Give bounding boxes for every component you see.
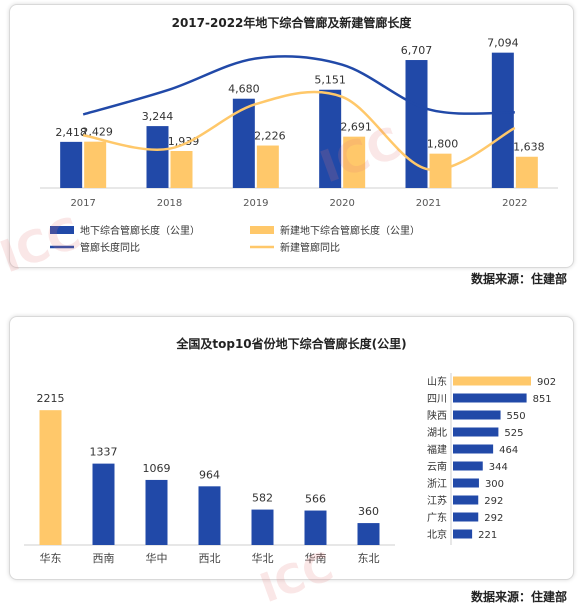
data-label: 1069 — [143, 462, 171, 475]
x-tick-label: 2021 — [416, 198, 441, 209]
top-chart-svg: 2,4182,42920173,2441,93920184,6802,22620… — [40, 37, 558, 254]
bottom-chart-title: 全国及top10省份地下综合管廊长度(公里) — [176, 337, 407, 351]
bar-length — [491, 52, 514, 188]
bar-new-length — [515, 156, 538, 188]
y-tick-label: 四川 — [427, 394, 447, 405]
bottom-chart-card: 全国及top10省份地下综合管廊长度(公里) 2215 华东 1337 西南 1069 华… — [9, 316, 574, 580]
bar-new-length — [256, 145, 279, 188]
x-tick-label: 2018 — [157, 198, 182, 209]
bar-province — [453, 376, 531, 386]
bar-province — [453, 393, 527, 403]
data-label: 6,707 — [401, 44, 433, 57]
line-length-yoy — [82, 55, 515, 116]
data-label: 2,691 — [340, 121, 372, 134]
data-label: 902 — [537, 377, 556, 388]
data-label: 360 — [358, 505, 379, 518]
bar-new-length — [84, 141, 107, 188]
data-label: 566 — [305, 493, 326, 506]
data-label: 964 — [199, 468, 220, 481]
data-label: 300 — [485, 479, 504, 490]
x-tick-label: 华东 — [40, 551, 62, 565]
bar-region — [251, 509, 274, 545]
data-label: 1337 — [90, 446, 118, 459]
data-label: 851 — [533, 394, 552, 405]
bar-length — [405, 60, 428, 188]
y-tick-label: 浙江 — [427, 478, 447, 490]
data-label: 7,094 — [487, 37, 519, 50]
bar-province — [453, 410, 501, 420]
y-tick-label: 陕西 — [427, 409, 447, 422]
bar-province — [453, 444, 494, 454]
bar-new-length — [343, 136, 366, 188]
data-label: 1,638 — [513, 141, 545, 154]
x-tick-label: 西北 — [199, 552, 221, 565]
x-tick-label: 华北 — [252, 551, 274, 565]
legend-label: 新建地下综合管廊长度（公里） — [280, 224, 420, 237]
data-label: 582 — [252, 492, 273, 505]
x-tick-label: 华中 — [146, 551, 168, 565]
y-tick-label: 广东 — [427, 511, 447, 524]
data-label: 344 — [489, 462, 508, 473]
bar-length — [60, 141, 83, 188]
top-chart-card: 2017-2022年地下综合管廊及新建管廊长度 2,418 2,429 2017 3,… — [9, 4, 574, 268]
data-label: 2,226 — [254, 130, 286, 143]
legend-label: 管廊长度同比 — [80, 241, 140, 254]
data-label: 464 — [499, 445, 518, 456]
bottom-chart-svg: 2215 华东 1337 西南 1069 华中 964 西北 582 华北 566 华南 360 东北 山东… — [24, 373, 556, 565]
bar-province — [453, 529, 473, 539]
bar-region — [304, 510, 327, 545]
data-label: 5,151 — [314, 74, 346, 87]
y-tick-label: 山东 — [427, 375, 447, 388]
bar-new-length — [170, 151, 193, 188]
line-new-yoy — [82, 90, 516, 172]
legend-swatch-length — [50, 226, 74, 234]
data-label: 2,418 — [55, 126, 87, 139]
x-tick-label: 2019 — [243, 198, 268, 209]
bar-length — [146, 126, 169, 188]
y-tick-label: 江苏 — [427, 494, 447, 507]
legend-label: 地下综合管廊长度（公里） — [80, 224, 200, 237]
bar-new-length — [429, 153, 452, 188]
data-label: 4,680 — [228, 83, 260, 96]
bar-province — [453, 461, 483, 471]
legend-label: 新建管廊同比 — [280, 241, 340, 254]
bar-length — [232, 98, 255, 188]
legend-swatch-new — [250, 226, 274, 234]
bar-length — [319, 89, 342, 188]
bar-province — [453, 478, 479, 488]
data-label: 550 — [507, 411, 526, 422]
y-tick-label: 福建 — [427, 443, 447, 456]
data-label: 1,800 — [427, 138, 459, 151]
bar-region — [198, 486, 221, 545]
data-label: 1,939 — [168, 135, 200, 148]
data-label: 292 — [484, 513, 503, 524]
data-label: 292 — [484, 496, 503, 507]
bar-region — [357, 523, 380, 545]
bar-region — [145, 479, 168, 545]
y-tick-label: 湖北 — [427, 427, 447, 439]
top-chart-title: 2017-2022年地下综合管廊及新建管廊长度 — [171, 16, 412, 30]
x-tick-label: 东北 — [358, 552, 380, 565]
bar-province — [453, 512, 479, 522]
x-tick-label: 2022 — [502, 198, 527, 209]
data-label: 2215 — [37, 392, 65, 405]
data-label: 221 — [478, 530, 497, 541]
data-label: 525 — [504, 428, 523, 439]
data-label: 3,244 — [142, 110, 174, 123]
x-tick-label: 华南 — [305, 551, 327, 565]
y-tick-label: 云南 — [427, 460, 447, 473]
bar-province — [453, 427, 499, 437]
y-tick-label: 北京 — [427, 528, 447, 541]
bar-region — [39, 410, 62, 545]
bottom-source-text: 数据来源：住建部 — [470, 590, 567, 604]
x-tick-label: 西南 — [93, 552, 115, 565]
bar-province — [453, 495, 479, 505]
top-source-text: 数据来源：住建部 — [470, 272, 567, 286]
x-tick-label: 2017 — [70, 198, 95, 209]
bar-region — [92, 463, 115, 545]
x-tick-label: 2020 — [329, 198, 354, 209]
